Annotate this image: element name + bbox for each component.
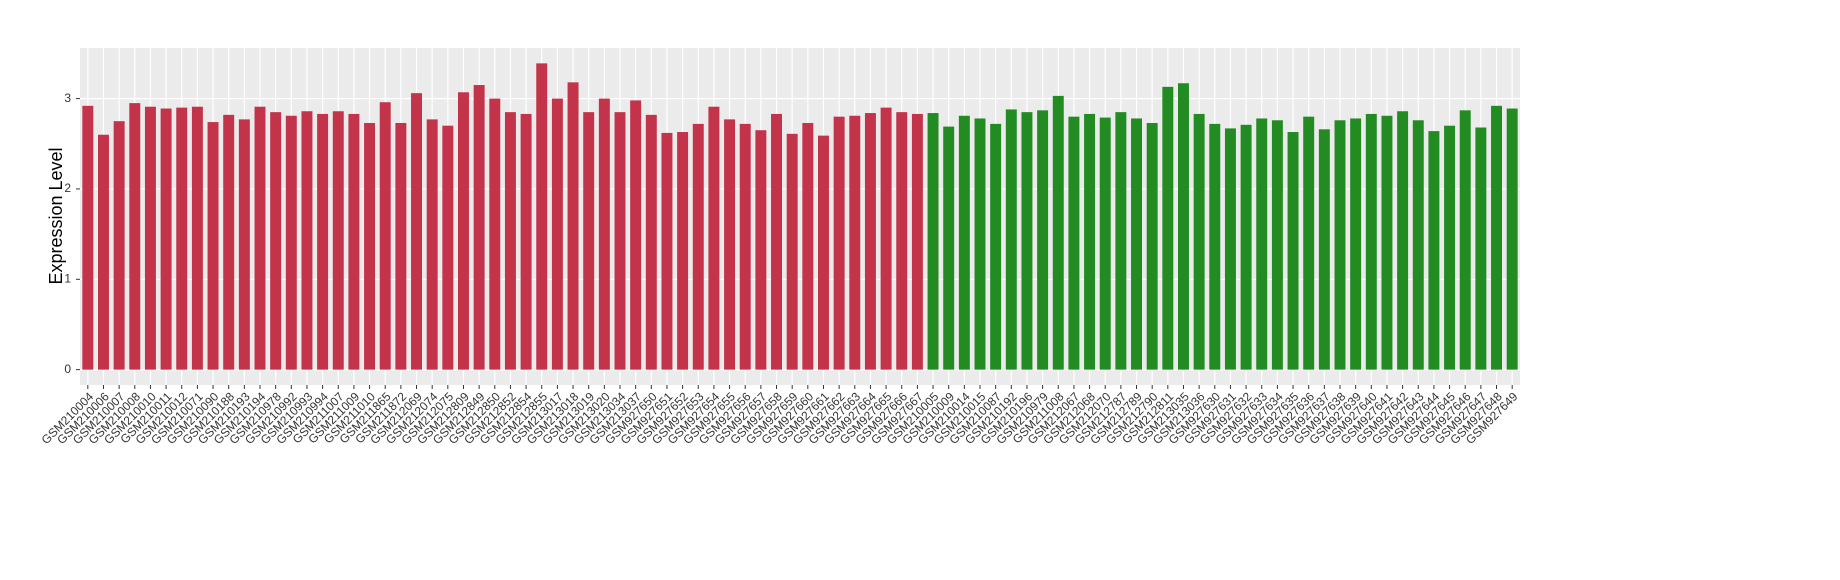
bar bbox=[958, 115, 970, 370]
bar bbox=[270, 112, 282, 370]
bar bbox=[661, 132, 673, 370]
bar bbox=[1412, 120, 1424, 370]
bar bbox=[1131, 118, 1142, 370]
bar bbox=[567, 82, 579, 370]
bar bbox=[395, 122, 407, 370]
bar bbox=[911, 113, 923, 370]
bar bbox=[1459, 110, 1471, 370]
bar bbox=[1491, 105, 1502, 370]
bar bbox=[223, 114, 235, 370]
bar bbox=[1162, 86, 1174, 370]
bar bbox=[677, 132, 689, 370]
bar bbox=[1365, 113, 1377, 370]
bar bbox=[755, 130, 767, 370]
bar bbox=[285, 115, 297, 370]
bar bbox=[614, 112, 626, 370]
bar bbox=[1146, 122, 1158, 370]
bar bbox=[254, 106, 266, 370]
bar bbox=[645, 114, 657, 370]
bar bbox=[1271, 120, 1283, 370]
bar bbox=[974, 118, 986, 370]
bar bbox=[1287, 132, 1299, 370]
bar bbox=[1005, 109, 1017, 370]
bar bbox=[1444, 125, 1456, 370]
bar bbox=[176, 107, 188, 370]
bar bbox=[849, 115, 861, 370]
bar bbox=[1037, 110, 1049, 370]
bar bbox=[1256, 118, 1268, 370]
bar bbox=[771, 113, 782, 370]
bar bbox=[864, 113, 876, 370]
bar bbox=[1115, 112, 1127, 370]
y-axis-title: Expression Level bbox=[46, 147, 66, 284]
bar bbox=[1334, 120, 1346, 370]
bar bbox=[1318, 129, 1330, 370]
bar bbox=[1021, 112, 1033, 370]
bar bbox=[1240, 124, 1252, 370]
bar bbox=[1099, 117, 1111, 370]
bar bbox=[1397, 111, 1409, 370]
bar bbox=[317, 113, 329, 370]
bar bbox=[1381, 115, 1393, 370]
bar bbox=[82, 105, 94, 370]
bar bbox=[489, 98, 501, 370]
bar bbox=[426, 119, 438, 370]
bar bbox=[896, 112, 908, 370]
bar bbox=[207, 122, 219, 370]
bar bbox=[739, 123, 751, 370]
bar bbox=[1068, 116, 1080, 370]
y-tick-label: 0 bbox=[64, 362, 71, 376]
bar bbox=[536, 63, 548, 370]
y-tick-label: 3 bbox=[64, 91, 71, 105]
bar bbox=[1475, 127, 1487, 370]
bar bbox=[1303, 116, 1315, 370]
bar bbox=[411, 93, 422, 370]
bar bbox=[301, 111, 313, 370]
bar bbox=[1178, 83, 1189, 370]
bar bbox=[802, 122, 814, 370]
bar bbox=[1350, 118, 1362, 370]
bar bbox=[113, 121, 125, 370]
bar bbox=[379, 102, 391, 370]
bar bbox=[818, 135, 829, 370]
bar bbox=[458, 92, 469, 370]
bar bbox=[520, 113, 532, 370]
bar bbox=[473, 85, 485, 370]
bar bbox=[551, 98, 563, 370]
bar bbox=[990, 123, 1002, 370]
bar bbox=[1506, 108, 1518, 370]
bar bbox=[833, 116, 845, 370]
bar bbox=[1084, 113, 1096, 370]
bar bbox=[927, 113, 939, 370]
bar bbox=[332, 111, 344, 370]
bar bbox=[880, 107, 892, 370]
y-tick-label: 2 bbox=[64, 181, 71, 195]
bar bbox=[191, 106, 203, 370]
bar bbox=[1209, 123, 1221, 370]
bar bbox=[692, 123, 704, 370]
bar bbox=[583, 112, 595, 370]
bar bbox=[630, 100, 642, 370]
bar bbox=[160, 108, 172, 370]
bar bbox=[442, 125, 454, 370]
bar bbox=[129, 103, 141, 370]
bar bbox=[943, 126, 955, 370]
bar bbox=[504, 112, 516, 370]
y-tick-label: 1 bbox=[64, 271, 71, 285]
bar bbox=[144, 106, 156, 370]
bar bbox=[724, 119, 736, 370]
bar bbox=[1193, 113, 1205, 370]
bar bbox=[348, 113, 360, 370]
bar bbox=[364, 122, 376, 370]
bar bbox=[1224, 128, 1236, 370]
bar bbox=[708, 106, 720, 370]
bar bbox=[1052, 95, 1064, 370]
bar bbox=[238, 119, 250, 370]
bar bbox=[598, 98, 610, 370]
bar bbox=[1428, 131, 1440, 370]
bar bbox=[786, 133, 798, 370]
bar bbox=[98, 134, 109, 370]
